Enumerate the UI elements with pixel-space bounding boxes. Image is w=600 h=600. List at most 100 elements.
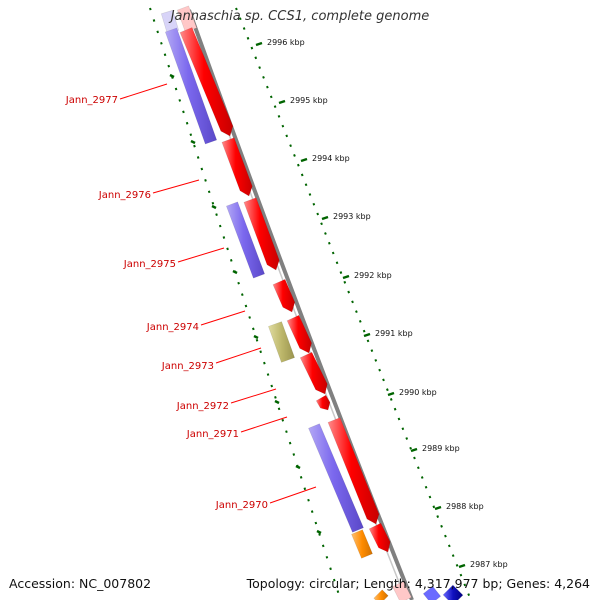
inner-minor-tick <box>193 144 196 148</box>
forward-cds <box>179 27 234 137</box>
scale-minor-tick <box>300 173 304 177</box>
scale-major-tick <box>458 563 466 569</box>
forward-cds <box>368 522 391 553</box>
scale-minor-tick <box>254 56 258 60</box>
gene-label: Jann_2974 <box>146 322 199 333</box>
scale-minor-tick <box>331 251 335 255</box>
gene-label-leader <box>215 347 262 364</box>
inner-minor-tick <box>263 361 266 365</box>
scale-tick-label: 2989 kbp <box>422 444 460 453</box>
forward-cds-fragment <box>177 5 197 33</box>
scale-minor-tick <box>289 144 292 148</box>
inner-minor-tick <box>237 281 240 285</box>
inner-minor-tick <box>160 41 163 45</box>
forward-cds <box>299 351 328 395</box>
scale-minor-tick <box>378 368 381 372</box>
inner-minor-tick <box>277 407 281 411</box>
forward-cds-fragment <box>392 580 412 600</box>
reverse-cds <box>226 201 265 279</box>
inner-minor-tick <box>318 533 321 536</box>
inner-minor-tick <box>174 87 178 91</box>
inner-minor-tick <box>252 327 255 331</box>
scale-minor-tick <box>409 446 412 450</box>
scale-minor-tick <box>413 456 416 460</box>
cds-fragment <box>422 585 442 600</box>
gene-label: Jann_2977 <box>65 95 118 106</box>
inner-minor-tick <box>307 498 310 502</box>
scale-minor-tick <box>262 75 265 79</box>
inner-minor-tick <box>336 590 340 593</box>
scale-tick-label: 2990 kbp <box>399 388 437 397</box>
scale-minor-tick <box>235 7 238 11</box>
gene-label: Jann_2973 <box>161 361 214 372</box>
inner-minor-tick <box>314 521 318 525</box>
scale-minor-tick <box>351 300 354 304</box>
inner-minor-tick <box>226 247 229 251</box>
gene-label: Jann_2975 <box>123 259 176 270</box>
inner-minor-tick <box>211 201 215 205</box>
other-feature-fragment <box>373 589 389 600</box>
inner-minor-tick <box>167 64 171 68</box>
scale-minor-tick <box>316 212 320 216</box>
gene-label-leader <box>119 83 168 100</box>
inner-major-tick <box>316 529 322 535</box>
inner-major-tick <box>274 399 280 405</box>
scale-minor-tick <box>347 290 351 294</box>
inner-minor-tick <box>178 99 182 102</box>
scale-tick-label: 2995 kbp <box>290 96 328 105</box>
scale-minor-tick <box>339 271 343 274</box>
forward-cds <box>272 279 296 313</box>
inner-minor-tick <box>288 441 292 445</box>
scale-tick-label: 2992 kbp <box>354 271 392 280</box>
scale-major-tick <box>255 41 263 47</box>
scale-tick-label: 2987 kbp <box>470 560 508 569</box>
scale-minor-tick <box>382 378 385 382</box>
scale-minor-tick <box>238 17 242 21</box>
scale-minor-tick <box>277 114 281 118</box>
scale-tick-label: 2994 kbp <box>312 154 350 163</box>
inner-minor-tick <box>229 258 233 262</box>
reverse-cds <box>164 27 218 145</box>
inner-minor-tick <box>156 30 159 34</box>
scale-minor-tick <box>362 329 366 333</box>
scale-minor-tick <box>250 46 254 50</box>
scale-minor-tick <box>420 476 424 479</box>
inner-minor-tick <box>325 555 329 559</box>
scale-minor-tick <box>428 495 432 499</box>
scale-major-tick <box>410 447 418 453</box>
scale-minor-tick <box>401 427 405 431</box>
inner-minor-tick <box>152 19 156 22</box>
scale-minor-tick <box>343 280 347 284</box>
inner-minor-tick <box>270 384 274 388</box>
scale-minor-tick <box>444 534 447 538</box>
scale-minor-tick <box>297 163 300 167</box>
scale-minor-tick <box>374 359 378 362</box>
inner-minor-tick <box>248 316 251 319</box>
scale-minor-tick <box>285 134 289 138</box>
forward-cds <box>243 197 280 271</box>
scale-minor-tick <box>335 261 339 265</box>
inner-tick-track <box>149 7 340 593</box>
scale-major-tick <box>300 157 308 163</box>
inner-minor-tick <box>255 338 259 342</box>
scale-minor-tick <box>324 232 327 235</box>
gene-label: Jann_2976 <box>98 190 151 201</box>
scale-minor-tick <box>355 310 358 313</box>
forward-cds <box>327 417 380 525</box>
forward-cds <box>221 137 253 197</box>
inner-major-tick <box>295 464 301 470</box>
inner-minor-tick <box>285 430 288 434</box>
scale-minor-tick <box>308 193 312 196</box>
scale-minor-tick <box>397 417 401 421</box>
inner-minor-tick <box>189 133 193 137</box>
gene-label: Jann_2970 <box>215 500 268 511</box>
scale-major-tick <box>363 332 371 338</box>
scale-minor-tick <box>455 563 459 567</box>
inner-minor-tick <box>310 510 314 513</box>
forward-cds <box>286 314 312 354</box>
scale-minor-tick <box>432 505 436 509</box>
inner-minor-tick <box>274 396 277 399</box>
scale-minor-tick <box>417 466 420 470</box>
gene-label-leader <box>240 416 288 433</box>
reverse-cds-fragment <box>160 9 180 35</box>
